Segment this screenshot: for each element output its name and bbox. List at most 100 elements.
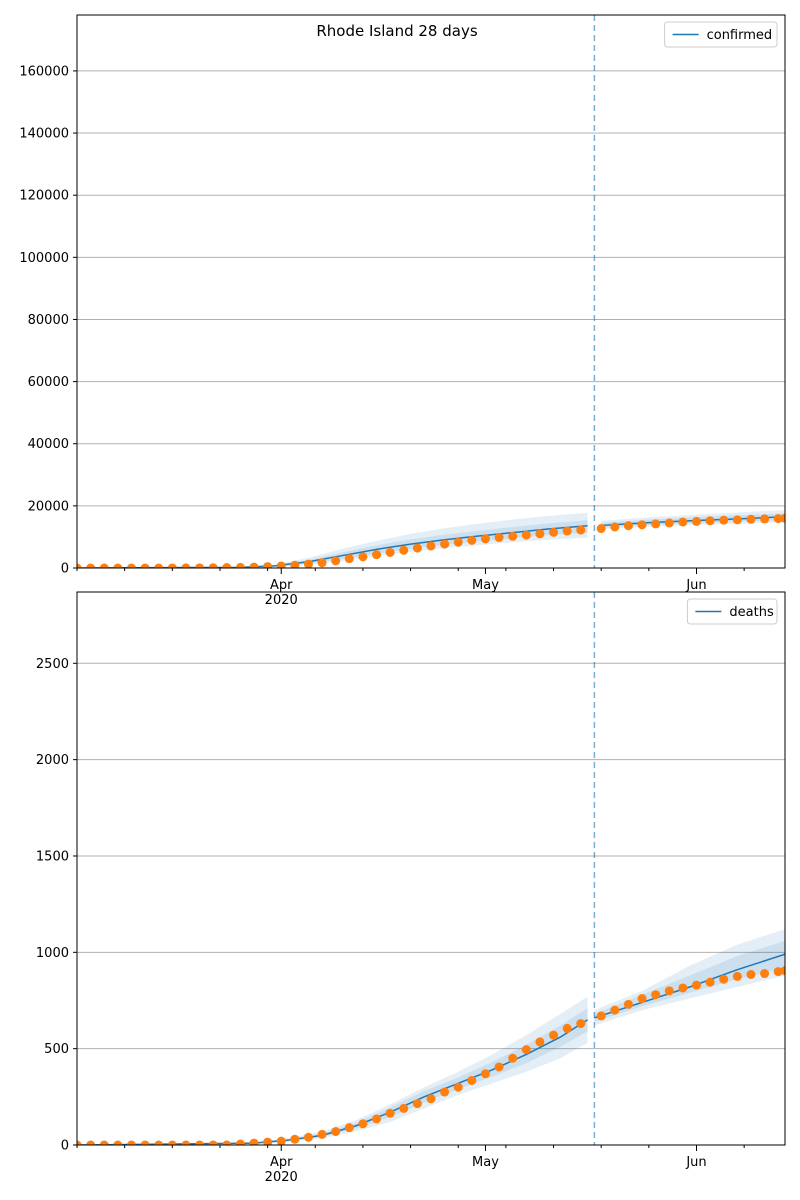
y-tick-label: 2500: [36, 657, 69, 672]
observed-point: [344, 1123, 354, 1133]
y-tick-label: 1500: [36, 849, 69, 864]
observed-point: [494, 1062, 504, 1072]
observed-point: [719, 515, 729, 525]
y-tick-label: 20000: [28, 499, 69, 514]
observed-point: [508, 531, 518, 541]
observed-point: [746, 969, 756, 979]
observed-point: [235, 562, 245, 568]
legend: confirmed: [664, 21, 778, 48]
legend-box: [686, 598, 778, 625]
observed-point: [705, 516, 715, 526]
observed-point: [664, 518, 674, 528]
observed-point: [86, 1140, 96, 1145]
observed-point: [453, 1082, 463, 1092]
x-tick-year-label: 2020: [265, 1170, 298, 1185]
observed-point: [780, 966, 785, 976]
observed-point: [263, 1137, 273, 1145]
observed-point: [195, 563, 205, 568]
plot-area: [77, 929, 785, 1145]
observed-point: [610, 522, 620, 532]
observed-point: [692, 980, 701, 990]
observed-point: [126, 563, 136, 568]
x-tick-label: Jun: [685, 578, 706, 593]
observed-point: [154, 563, 164, 568]
observed-point: [576, 1019, 586, 1029]
observed-point: [732, 971, 742, 981]
observed-point: [208, 563, 218, 568]
y-tick-label: 60000: [28, 375, 69, 390]
legend: deaths: [686, 598, 778, 625]
observed-point: [521, 530, 531, 540]
observed-point: [167, 563, 177, 568]
observed-point: [385, 547, 395, 557]
observed-point: [167, 1140, 177, 1145]
observed-point: [181, 563, 191, 568]
observed-point: [113, 1140, 123, 1145]
observed-point: [399, 1103, 409, 1113]
figure-title: Rhode Island 28 days: [316, 22, 477, 40]
y-tick-label: 120000: [19, 189, 69, 204]
y-tick-label: 140000: [19, 127, 69, 142]
observed-point: [773, 967, 783, 977]
model-line: [77, 1019, 588, 1145]
observed-point: [331, 1127, 341, 1137]
observed-point: [276, 1136, 286, 1145]
observed-point: [290, 1134, 300, 1144]
observed-point: [426, 1094, 436, 1104]
observed-point: [208, 1140, 218, 1145]
observed-point: [773, 514, 783, 524]
observed-point: [562, 526, 572, 536]
observed-point: [276, 561, 286, 568]
observed-point: [576, 525, 586, 535]
y-tick-label: 100000: [19, 251, 69, 266]
observed-point: [303, 1132, 313, 1142]
observed-point: [358, 552, 368, 562]
observed-point: [678, 983, 688, 993]
y-tick-label: 500: [44, 1042, 69, 1057]
observed-point: [86, 563, 96, 568]
uncertainty-band: [77, 996, 588, 1145]
observed-point: [719, 974, 729, 984]
observed-point: [623, 521, 633, 531]
observed-point: [535, 1037, 545, 1047]
observed-point: [467, 1075, 477, 1085]
observed-point: [508, 1053, 518, 1063]
observed-point: [99, 1140, 109, 1145]
observed-point: [222, 1140, 232, 1145]
observed-point: [760, 969, 770, 979]
legend-label: deaths: [729, 605, 774, 620]
observed-point: [521, 1045, 531, 1055]
observed-point: [664, 986, 674, 996]
observed-point: [331, 556, 341, 566]
observed-point: [77, 563, 82, 568]
observed-point: [746, 514, 756, 524]
observed-point: [290, 560, 300, 568]
observed-point: [610, 1005, 620, 1015]
x-tick-label: Jun: [685, 1155, 706, 1170]
observed-point: [535, 529, 545, 539]
observed-point: [154, 1140, 164, 1145]
observed-point: [399, 545, 409, 555]
observed-point: [372, 550, 382, 560]
x-tick-label: Apr: [270, 578, 293, 593]
y-tick-label: 80000: [28, 313, 69, 328]
legend-label: confirmed: [707, 28, 773, 43]
observed-point: [651, 519, 661, 529]
observed-point: [181, 1140, 191, 1145]
observed-point: [222, 563, 232, 568]
observed-point: [317, 558, 327, 568]
observed-point: [549, 1030, 559, 1040]
x-tick-year-label: 2020: [265, 593, 298, 608]
observed-point: [344, 554, 354, 564]
observed-point: [235, 1139, 245, 1145]
observed-point: [385, 1108, 395, 1118]
observed-point: [263, 562, 273, 568]
observed-point: [453, 537, 463, 547]
observed-point: [596, 524, 606, 534]
observed-point: [113, 563, 123, 568]
uncertainty-band: [77, 512, 588, 568]
observed-point: [692, 516, 701, 526]
observed-point: [596, 1011, 606, 1021]
